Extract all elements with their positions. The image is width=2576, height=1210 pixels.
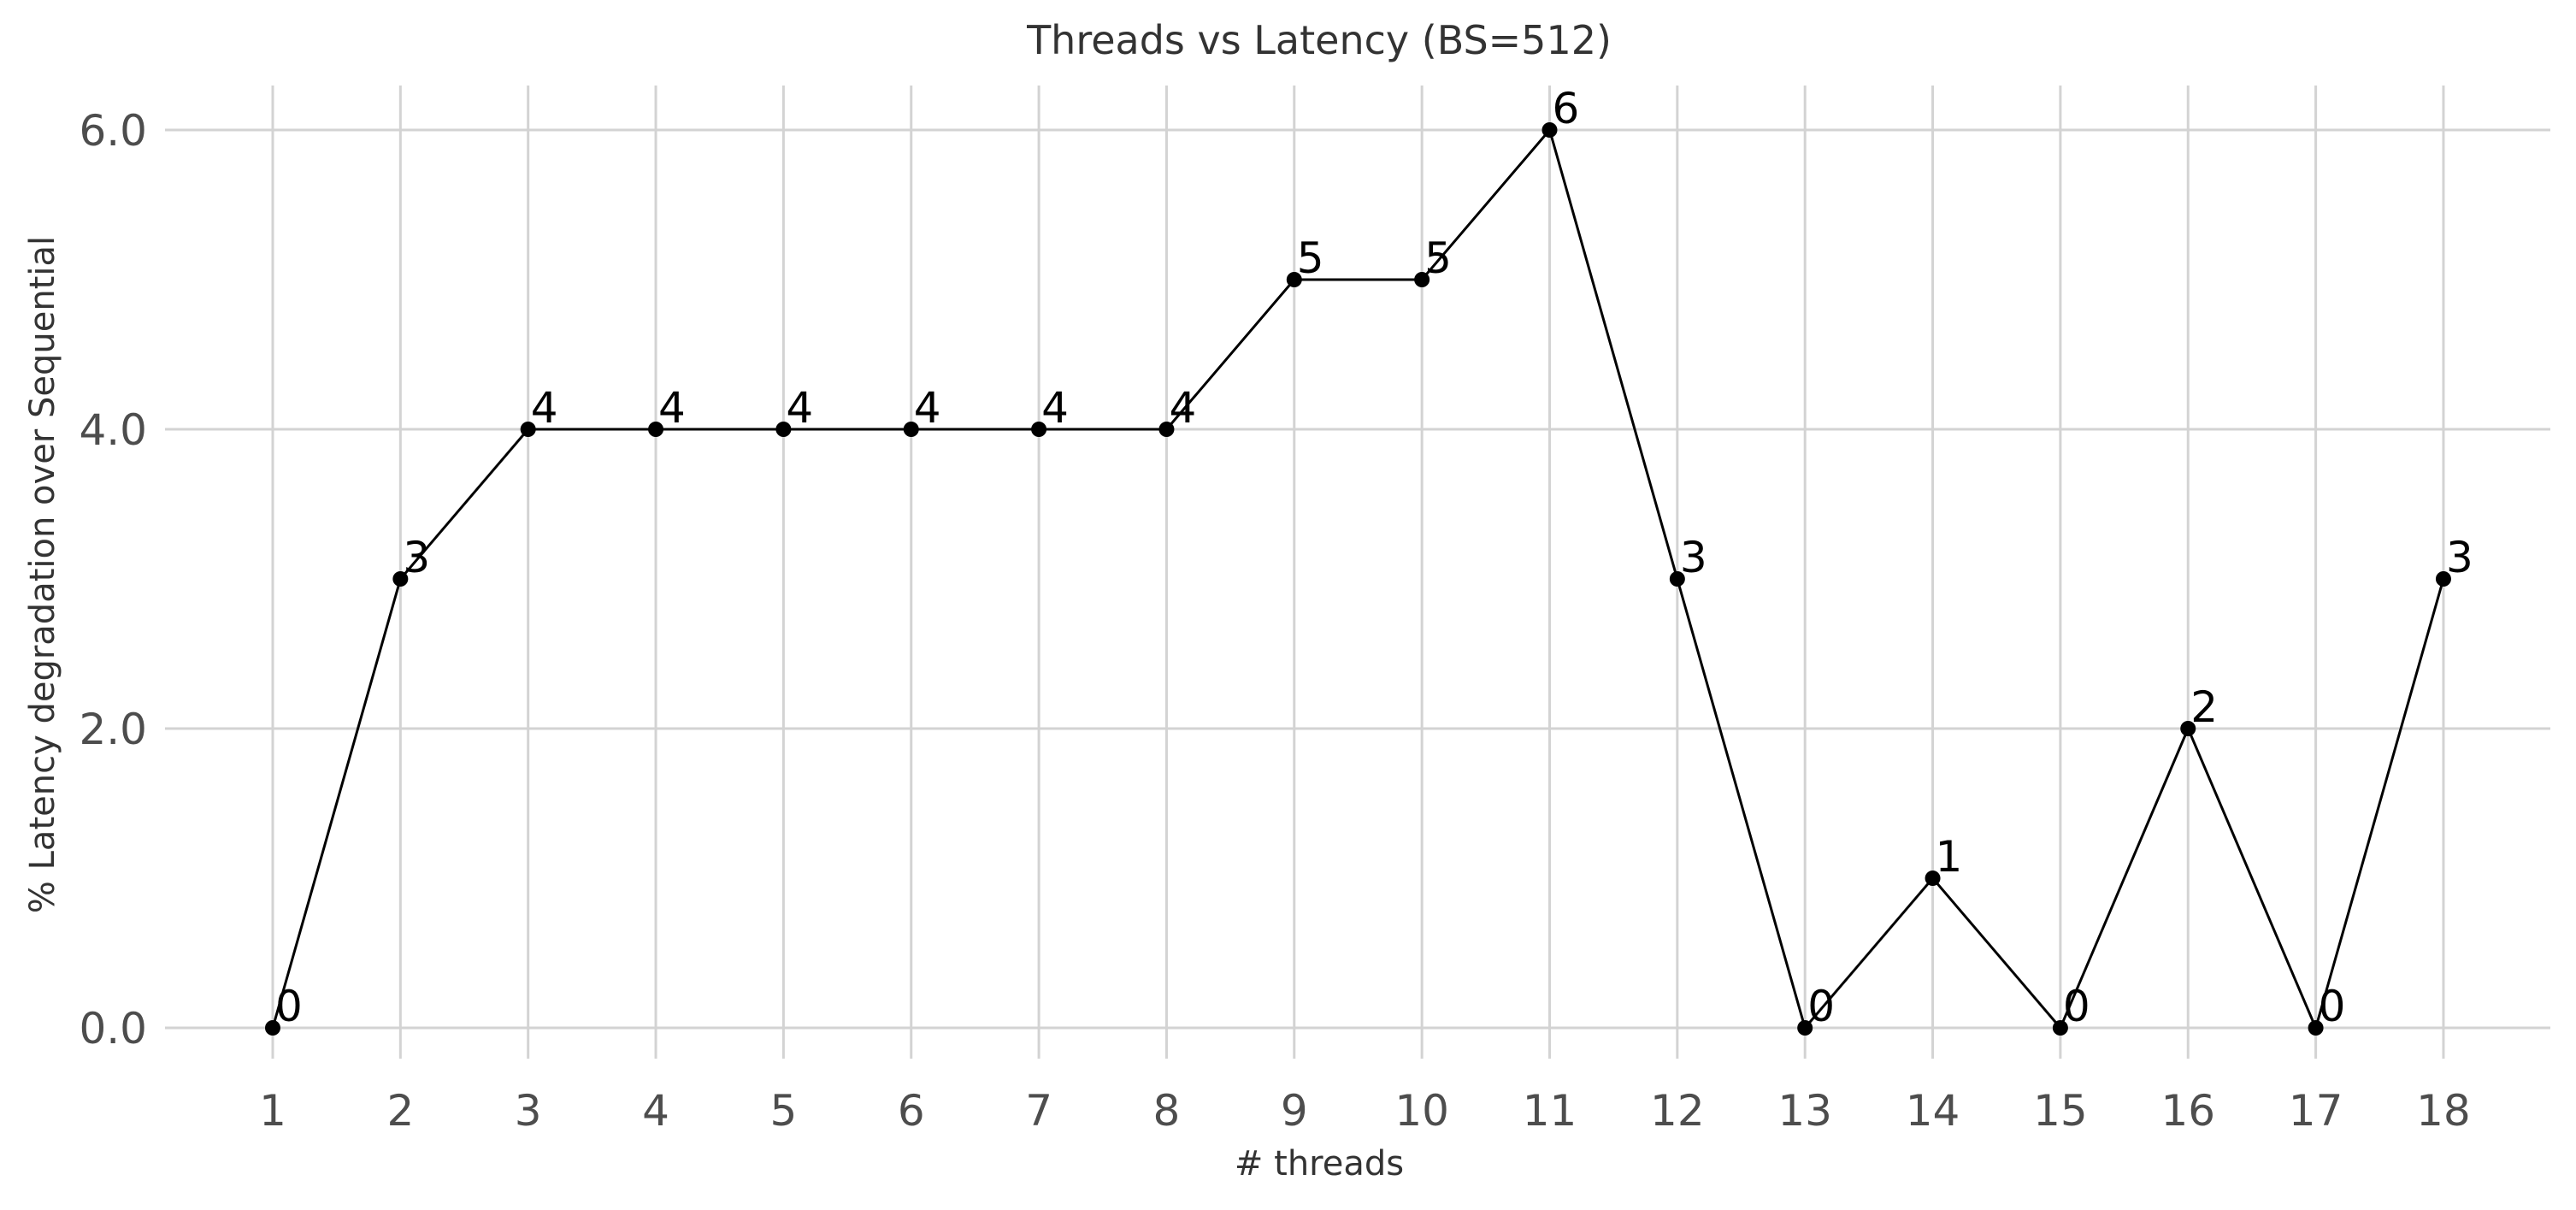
data-label: 1 — [1936, 832, 1963, 882]
x-tick-label: 18 — [2416, 1086, 2471, 1136]
x-tick-label: 7 — [1025, 1086, 1052, 1136]
data-point — [2180, 721, 2196, 736]
x-tick-label: 14 — [1906, 1086, 1960, 1136]
y-gridlines — [165, 128, 2550, 1030]
x-axis-title: # threads — [1235, 1144, 1404, 1183]
data-point — [648, 422, 664, 437]
x-tick-label: 1 — [259, 1086, 286, 1136]
x-tick-label: 9 — [1281, 1086, 1308, 1136]
data-point — [520, 422, 536, 437]
x-tick-label: 10 — [1394, 1086, 1449, 1136]
data-label: 5 — [1297, 233, 1324, 283]
y-tick-labels: 0.0 2.0 4.0 6.0 — [79, 106, 147, 1054]
x-tick-label: 12 — [1650, 1086, 1705, 1136]
y-tick-label: 6.0 — [79, 106, 147, 156]
x-tick-label: 3 — [515, 1086, 542, 1136]
data-label: 4 — [786, 383, 813, 433]
x-tick-label: 11 — [1523, 1086, 1577, 1136]
data-point — [1797, 1020, 1813, 1036]
data-label: 0 — [2063, 982, 2090, 1031]
data-label: 5 — [1424, 233, 1452, 283]
data-point — [1925, 871, 1941, 886]
data-point — [392, 571, 409, 587]
data-point — [265, 1020, 280, 1036]
data-label: 3 — [1680, 533, 1707, 582]
x-tick-label: 4 — [642, 1086, 669, 1136]
series-line — [271, 127, 2445, 1032]
y-axis-title: % Latency degradation over Sequential — [23, 236, 62, 913]
x-tick-label: 17 — [2289, 1086, 2343, 1136]
series-group: 0 3 4 4 4 4 4 4 5 5 6 3 0 1 0 2 0 3 — [265, 84, 2473, 1036]
data-label: 0 — [275, 982, 303, 1031]
x-tick-label: 16 — [2160, 1086, 2215, 1136]
x-tick-label: 15 — [2033, 1086, 2088, 1136]
data-label: 4 — [531, 383, 558, 433]
data-label: 4 — [1041, 383, 1069, 433]
data-label: 3 — [2446, 533, 2473, 582]
data-point — [2435, 571, 2451, 587]
y-tick-label: 4.0 — [79, 405, 147, 455]
data-label: 4 — [914, 383, 941, 433]
x-tick-label: 6 — [898, 1086, 925, 1136]
x-gridlines — [271, 86, 2445, 1059]
data-point — [903, 422, 919, 437]
x-tick-label: 5 — [769, 1086, 797, 1136]
data-label: 0 — [2319, 982, 2346, 1031]
data-point — [1541, 122, 1558, 138]
data-point — [775, 422, 792, 437]
data-point — [2052, 1020, 2068, 1036]
data-label: 0 — [1807, 982, 1835, 1031]
x-tick-labels: 1 2 3 4 5 6 7 8 9 10 11 12 13 14 15 16 17 18 — [259, 1086, 2471, 1136]
x-tick-label: 2 — [386, 1086, 414, 1136]
data-point — [1286, 272, 1302, 287]
data-label: 3 — [403, 533, 430, 582]
y-tick-label: 2.0 — [79, 705, 147, 754]
data-point — [1669, 571, 1685, 587]
chart-title: Threads vs Latency (BS=512) — [1026, 17, 1612, 63]
y-tick-label: 0.0 — [79, 1004, 147, 1054]
x-tick-label: 13 — [1777, 1086, 1832, 1136]
data-label: 4 — [658, 383, 686, 433]
data-point — [2308, 1020, 2324, 1036]
data-point — [1158, 422, 1175, 437]
data-point — [1414, 272, 1430, 287]
data-label: 4 — [1169, 383, 1196, 433]
data-label: 6 — [1553, 84, 1580, 133]
x-tick-label: 8 — [1153, 1086, 1181, 1136]
data-point — [1031, 422, 1047, 437]
data-label: 2 — [2190, 682, 2218, 732]
